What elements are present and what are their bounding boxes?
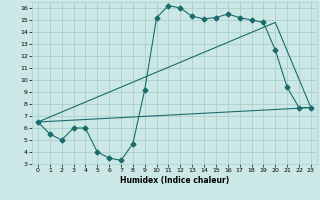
X-axis label: Humidex (Indice chaleur): Humidex (Indice chaleur)	[120, 176, 229, 185]
